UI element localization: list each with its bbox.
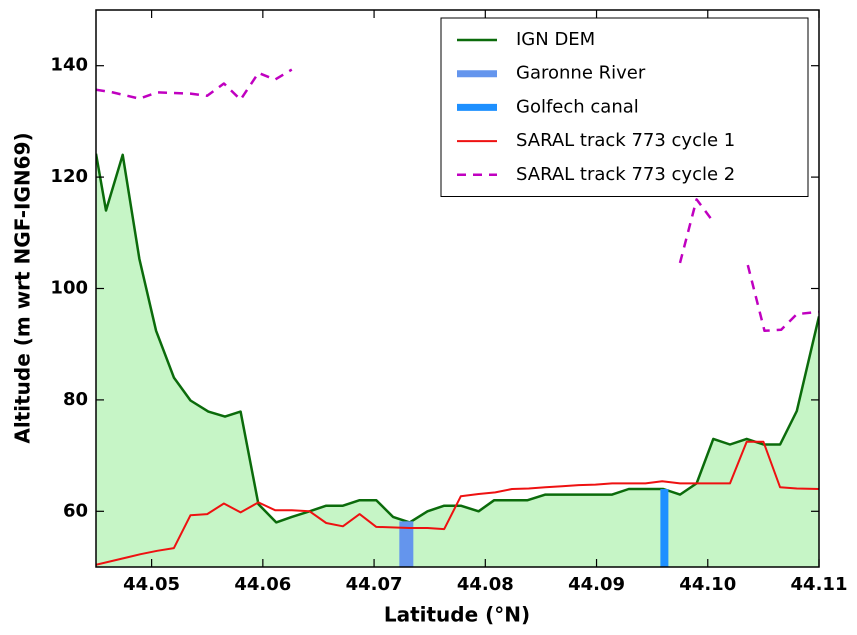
x-tick-label: 44.06 (234, 574, 291, 595)
y-tick-label: 120 (50, 166, 88, 187)
plot (96, 68, 819, 567)
line (96, 68, 819, 333)
line (96, 440, 819, 566)
vertical-bar (660, 489, 669, 567)
y-tick-label: 100 (50, 278, 88, 299)
legend-box (440, 17, 809, 197)
x-axis-label: Latitude (°N) (384, 603, 530, 627)
legend-label: Garonne River (516, 63, 646, 84)
y-axis-label: Altitude (m wrt NGF-IGN69) (11, 132, 35, 443)
area (96, 153, 819, 567)
legend-label: SARAL track 773 cycle 2 (516, 164, 735, 185)
x-tick-label: 44.10 (679, 574, 736, 595)
y-tick-label: 140 (50, 55, 88, 76)
y-tick-label: 60 (63, 500, 88, 521)
x-tick-label: 44.05 (123, 574, 180, 595)
x-tick-label: 44.09 (568, 574, 625, 595)
x-tick-label: 44.08 (457, 574, 514, 595)
x-tick-label: 44.07 (346, 574, 403, 595)
legend-label: IGN DEM (516, 29, 595, 50)
legend-label: Golfech canal (516, 96, 639, 117)
y-tick-label: 80 (63, 389, 88, 410)
x-tick-label: 44.11 (791, 574, 848, 595)
vertical-bar (399, 521, 414, 567)
line (96, 153, 819, 524)
legend-label: SARAL track 773 cycle 1 (516, 130, 735, 151)
